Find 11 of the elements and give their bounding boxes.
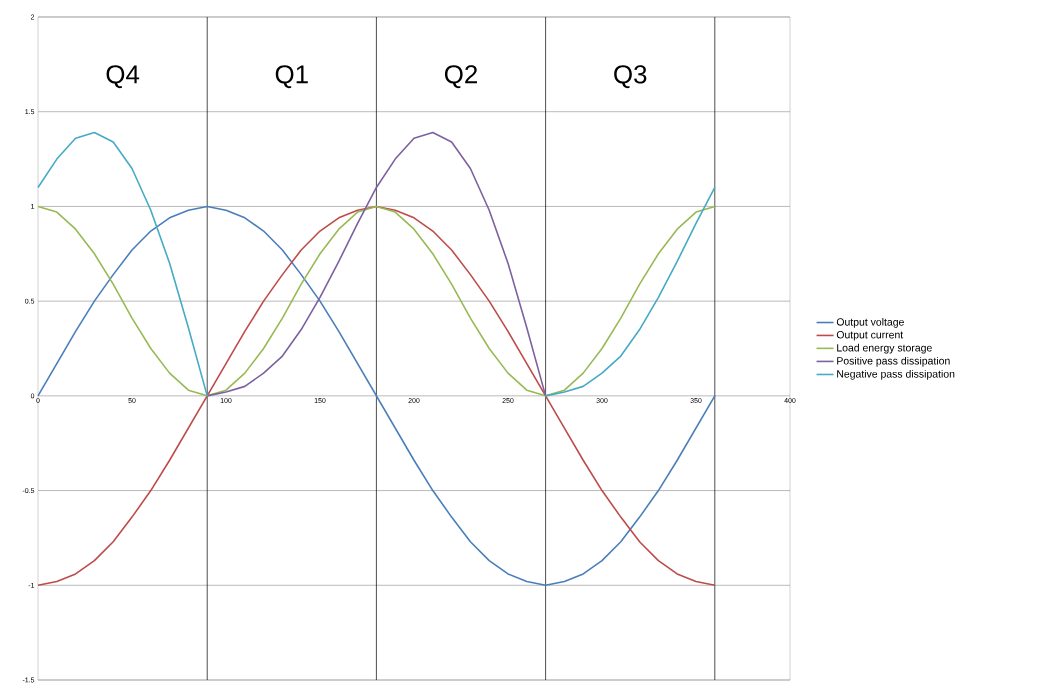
legend-label: Positive pass dissipation: [837, 356, 950, 367]
legend-label: Negative pass dissipation: [837, 369, 955, 380]
annotation: Q3: [614, 65, 647, 89]
legend-label: Load energy storage: [837, 343, 932, 354]
annotation: Q4: [106, 65, 140, 89]
legend-label: Output voltage: [836, 317, 904, 328]
annotation: Q2: [444, 65, 477, 89]
annotation: Q1: [275, 65, 308, 89]
line-series: [206, 131, 547, 397]
legend-label: Output current: [836, 331, 904, 341]
line-series: [37, 205, 716, 397]
